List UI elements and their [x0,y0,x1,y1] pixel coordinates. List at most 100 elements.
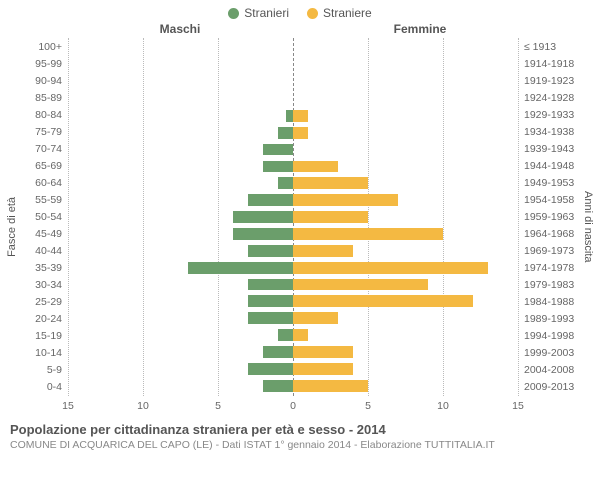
bar-female [293,329,308,341]
y-tick-age: 60-64 [20,174,66,191]
bar-male [248,312,293,324]
bar-row [68,57,518,74]
y-tick-age: 85-89 [20,89,66,106]
yaxis-label-right: Anni di nascita [580,38,596,416]
x-tick: 15 [512,400,524,412]
bar-row [68,124,518,141]
legend-label-female: Straniere [323,6,372,20]
y-tick-birth: 1984-1988 [520,294,580,311]
bar-female [293,380,368,392]
y-tick-birth: 1964-1968 [520,226,580,243]
bar-male [248,363,293,375]
bar-male [233,228,293,240]
y-tick-age: 95-99 [20,55,66,72]
bar-row [68,327,518,344]
y-tick-age: 10-14 [20,345,66,362]
y-tick-age: 5-9 [20,362,66,379]
y-tick-birth: 1979-1983 [520,277,580,294]
bar-row [68,225,518,242]
y-tick-birth: 1919-1923 [520,72,580,89]
bar-male [248,279,293,291]
swatch-male [228,8,239,19]
chart-title: Popolazione per cittadinanza straniera p… [10,422,590,437]
legend-item-male: Stranieri [228,6,289,20]
bar-male [286,110,294,122]
header-left: Maschi [60,22,300,36]
bar-male [188,262,293,274]
y-tick-birth: 1944-1948 [520,157,580,174]
bar-row [68,360,518,377]
y-tick-age: 90-94 [20,72,66,89]
y-tick-birth: 1999-2003 [520,345,580,362]
header-right: Femmine [300,22,540,36]
bar-row [68,175,518,192]
x-tick: 15 [62,400,74,412]
y-tick-age: 20-24 [20,311,66,328]
legend: Stranieri Straniere [0,0,600,22]
bar-male [248,245,293,257]
y-tick-birth: 1914-1918 [520,55,580,72]
bar-row [68,276,518,293]
bar-male [278,177,293,189]
x-tick: 5 [365,400,371,412]
y-tick-birth: 1959-1963 [520,208,580,225]
y-tick-birth: 2009-2013 [520,379,580,396]
bar-female [293,279,428,291]
yaxis-label-left: Fasce di età [4,38,20,416]
y-tick-age: 65-69 [20,157,66,174]
bar-female [293,262,488,274]
legend-item-female: Straniere [307,6,372,20]
y-tick-age: 100+ [20,38,66,55]
bar-row [68,343,518,360]
bar-row [68,259,518,276]
bar-male [263,144,293,156]
y-tick-age: 0-4 [20,379,66,396]
bar-female [293,312,338,324]
plot-area [68,38,518,396]
bar-female [293,346,353,358]
bar-row [68,209,518,226]
bars [68,40,518,394]
bar-female [293,194,398,206]
swatch-female [307,8,318,19]
y-tick-birth: ≤ 1913 [520,38,580,55]
bar-row [68,141,518,158]
x-tick: 5 [215,400,221,412]
bar-female [293,127,308,139]
bar-male [263,380,293,392]
y-tick-birth: 2004-2008 [520,362,580,379]
y-tick-age: 25-29 [20,294,66,311]
bar-male [278,329,293,341]
bar-male [263,161,293,173]
bar-row [68,74,518,91]
y-tick-age: 55-59 [20,191,66,208]
y-tick-age: 75-79 [20,123,66,140]
y-ticks-birth: ≤ 19131914-19181919-19231924-19281929-19… [520,38,580,396]
bar-female [293,228,443,240]
y-tick-age: 30-34 [20,277,66,294]
bar-female [293,363,353,375]
x-tick: 10 [437,400,449,412]
bar-row [68,158,518,175]
y-tick-age: 35-39 [20,260,66,277]
y-tick-age: 45-49 [20,226,66,243]
y-tick-age: 50-54 [20,208,66,225]
bar-row [68,91,518,108]
y-tick-birth: 1924-1928 [520,89,580,106]
y-tick-birth: 1939-1943 [520,140,580,157]
y-tick-birth: 1974-1978 [520,260,580,277]
bar-female [293,295,473,307]
x-axis: 15105051015 [68,398,518,416]
bar-female [293,161,338,173]
y-tick-birth: 1989-1993 [520,311,580,328]
y-tick-birth: 1954-1958 [520,191,580,208]
bar-male [278,127,293,139]
y-tick-birth: 1969-1973 [520,243,580,260]
bar-female [293,177,368,189]
bar-row [68,377,518,394]
bar-male [263,346,293,358]
y-tick-birth: 1934-1938 [520,123,580,140]
x-tick: 0 [290,400,296,412]
y-tick-age: 15-19 [20,328,66,345]
y-tick-age: 70-74 [20,140,66,157]
